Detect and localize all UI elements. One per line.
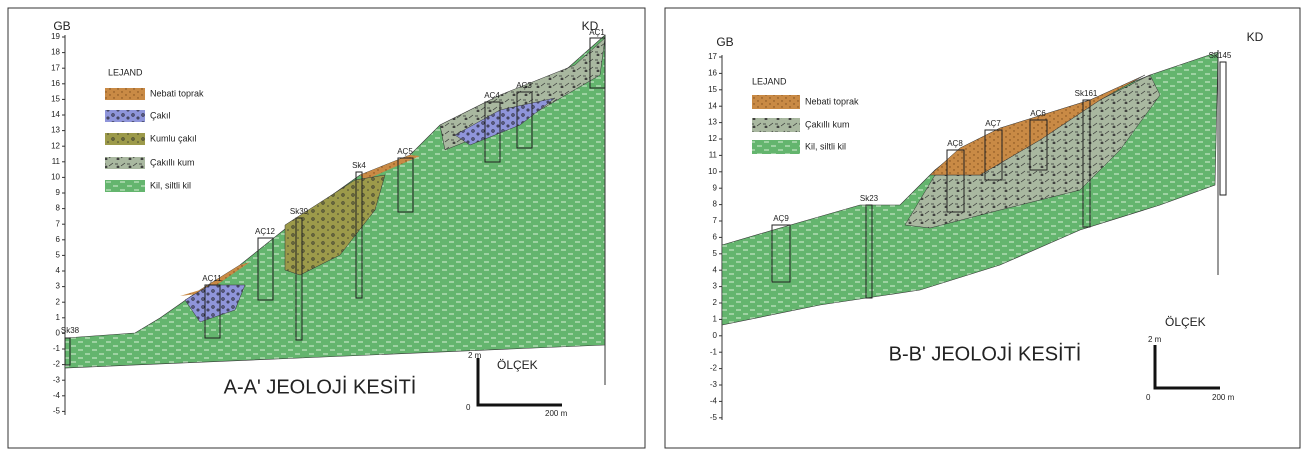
legend-title: LEJAND	[752, 76, 787, 86]
axis-tick-label: 15	[51, 95, 60, 104]
axis-tick-label: 1	[713, 315, 718, 324]
scale-vertical: 2 m	[1148, 335, 1162, 344]
legend-swatch	[105, 110, 145, 122]
axis-tick-label: 17	[708, 52, 717, 61]
legend-label: Kil, siltli kil	[805, 141, 846, 151]
scale-vertical: 2 m	[468, 351, 482, 360]
axis-tick-label: 0	[713, 331, 718, 340]
scale-origin: 0	[1146, 393, 1151, 402]
axis-tick-label: 3	[713, 282, 718, 291]
axis-tick-label: 6	[56, 235, 61, 244]
borehole-label: AÇ9	[773, 214, 789, 223]
axis-tick-label: -4	[53, 391, 61, 400]
axis-tick-label: -1	[53, 344, 61, 353]
scale-title: ÖLÇEK	[497, 358, 538, 372]
axis-tick-label: 10	[708, 167, 717, 176]
right-label: KD	[1247, 30, 1264, 44]
borehole-label: Sk161	[1075, 89, 1098, 98]
axis-tick-label: 18	[51, 48, 60, 57]
axis-tick-label: 4	[713, 265, 718, 274]
scale-horizontal: 200 m	[545, 409, 568, 418]
axis-tick-label: -2	[710, 364, 718, 373]
section-title: B-B' JEOLOJİ KESİTİ	[889, 342, 1082, 365]
axis-tick-label: -1	[710, 347, 718, 356]
left-label: GB	[53, 19, 70, 33]
axis-tick-label: 1	[56, 313, 61, 322]
borehole-label: AÇ7	[985, 119, 1001, 128]
borehole-label: AÇ5	[397, 147, 413, 156]
legend-label: Kumlu çakıl	[150, 133, 197, 143]
legend-swatch	[752, 140, 800, 154]
legend-label: Nebati toprak	[150, 88, 204, 98]
axis-tick-label: 5	[713, 249, 718, 258]
axis-tick-label: 12	[708, 134, 717, 143]
panel-a: AÇ11 AÇ12 Sk39 Sk4 AÇ5 AÇ4 AÇ3 AÇ1 Sk38 …	[8, 8, 645, 448]
axis-tick-label: -3	[710, 380, 718, 389]
axis-tick-label: 13	[708, 118, 717, 127]
axis-tick-label: 17	[51, 63, 60, 72]
axis-tick-label: 8	[56, 204, 61, 213]
axis-tick-label: -5	[53, 407, 61, 416]
borehole-label: Sk145	[1209, 51, 1232, 60]
borehole-label: AÇ8	[947, 139, 963, 148]
axis-tick-label: 12	[51, 141, 60, 150]
axis-tick-label: 14	[708, 101, 717, 110]
axis-tick-label: 9	[56, 188, 61, 197]
legend-swatch	[752, 118, 800, 132]
borehole-label: Sk39	[290, 207, 309, 216]
legend-swatch	[105, 157, 145, 169]
borehole-label: AÇ4	[484, 91, 500, 100]
axis-tick-label: 4	[56, 266, 61, 275]
axis-tick-label: -2	[53, 360, 61, 369]
axis-tick-label: 11	[709, 151, 718, 160]
legend-label: Çakıllı kum	[150, 157, 195, 167]
left-label: GB	[716, 35, 733, 49]
axis-tick-label: 2	[56, 297, 61, 306]
geology-figure: AÇ11 AÇ12 Sk39 Sk4 AÇ5 AÇ4 AÇ3 AÇ1 Sk38 …	[0, 0, 1309, 456]
axis-tick-label: 8	[713, 200, 718, 209]
legend-title: LEJAND	[108, 67, 143, 77]
axis-tick-label: 15	[708, 85, 717, 94]
axis-tick-label: 11	[52, 157, 61, 166]
axis-tick-label: 14	[51, 110, 60, 119]
axis-tick-label: 19	[51, 32, 60, 41]
axis-tick-label: 16	[51, 79, 60, 88]
legend-swatch	[105, 133, 145, 145]
legend-label: Nebati toprak	[805, 96, 859, 106]
axis-tick-label: 2	[713, 298, 718, 307]
axis-tick-label: 0	[56, 329, 61, 338]
axis-tick-label: 9	[713, 183, 718, 192]
borehole-label: AÇ3	[516, 81, 532, 90]
axis-tick-label: -3	[53, 375, 61, 384]
legend-swatch	[105, 88, 145, 100]
axis-tick-label: 7	[713, 216, 718, 225]
legend-label: Kil, siltli kil	[150, 180, 191, 190]
borehole	[1220, 62, 1226, 195]
axis-tick-label: 3	[56, 282, 61, 291]
borehole-label: Sk23	[860, 194, 879, 203]
legend-swatch	[105, 180, 145, 192]
scale-bar	[1155, 345, 1220, 388]
axis-tick-label: 6	[713, 233, 718, 242]
axis-tick-label: -4	[710, 397, 718, 406]
axis-tick-label: 13	[51, 126, 60, 135]
right-label: KD	[582, 19, 599, 33]
borehole-label: AÇ6	[1030, 109, 1046, 118]
axis-tick-label: 16	[708, 69, 717, 78]
section-title: A-A' JEOLOJİ KESİTİ	[224, 375, 417, 398]
panel-b: AÇ9 Sk23 AÇ8 AÇ7 AÇ6 Sk161 Sk145 GB KD L…	[665, 8, 1300, 448]
legend-label: Çakıl	[150, 110, 171, 120]
scale-origin: 0	[466, 403, 471, 412]
borehole-label: AÇ11	[202, 274, 222, 283]
axis-tick-label: 10	[51, 173, 60, 182]
legend-label: Çakıllı kum	[805, 119, 850, 129]
scale-title: ÖLÇEK	[1165, 315, 1206, 329]
scale-horizontal: 200 m	[1212, 393, 1235, 402]
axis-tick-label: 5	[56, 251, 61, 260]
axis-tick-label: -5	[710, 413, 718, 422]
borehole-label: AÇ12	[255, 227, 276, 236]
borehole-label: Sk4	[352, 161, 366, 170]
legend-swatch	[752, 95, 800, 109]
axis-tick-label: 7	[56, 219, 61, 228]
